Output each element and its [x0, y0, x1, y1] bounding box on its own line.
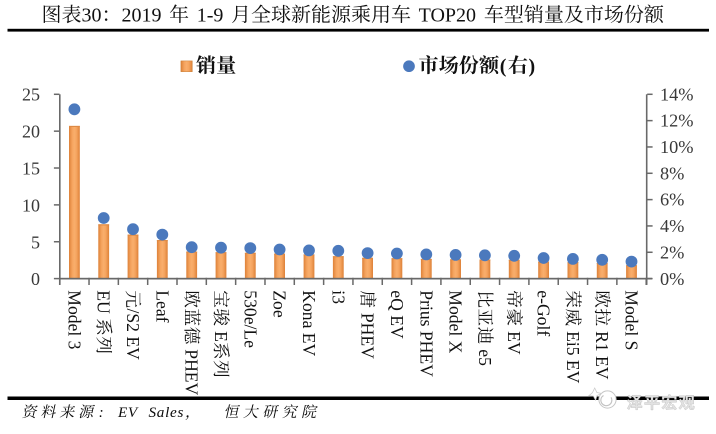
svg-text:i3: i3: [328, 290, 348, 304]
svg-text:14%: 14%: [660, 84, 694, 104]
svg-text:530e/Le: 530e/Le: [240, 290, 260, 348]
svg-text:E: E: [211, 331, 231, 342]
svg-text:e5: e5: [475, 349, 495, 366]
svg-text:e-Golf: e-Golf: [534, 290, 554, 336]
svg-text:5: 5: [31, 232, 40, 252]
svg-text:TOP20: TOP20: [419, 5, 476, 27]
svg-text:2019: 2019: [122, 5, 162, 27]
svg-text:15: 15: [22, 159, 40, 179]
svg-text:EV: EV: [117, 404, 139, 421]
svg-text:25: 25: [22, 85, 40, 105]
svg-text:Model S: Model S: [622, 290, 642, 350]
svg-text:PHEV: PHEV: [358, 313, 378, 359]
svg-text:EU: EU: [94, 290, 114, 314]
svg-text:6%: 6%: [660, 190, 684, 210]
svg-text:R1 EV: R1 EV: [592, 331, 612, 380]
svg-text:Sales: Sales: [149, 404, 185, 421]
svg-text:Leaf: Leaf: [152, 290, 172, 322]
svg-text:PHEV: PHEV: [182, 349, 202, 395]
svg-text:Prius PHEV: Prius PHEV: [416, 290, 436, 377]
svg-text:30: 30: [82, 5, 102, 27]
svg-text:(: (: [500, 55, 507, 77]
svg-text:0%: 0%: [660, 269, 684, 289]
svg-text:): ): [529, 55, 536, 77]
svg-text:eQ EV: eQ EV: [387, 290, 407, 339]
svg-text:Kona EV: Kona EV: [299, 290, 319, 356]
svg-text:20: 20: [22, 122, 40, 142]
svg-text:4%: 4%: [660, 216, 684, 236]
svg-text:Ei5 EV: Ei5 EV: [563, 331, 583, 384]
svg-text:12%: 12%: [660, 111, 694, 131]
svg-text::: :: [99, 404, 104, 421]
svg-text:Zoe: Zoe: [270, 290, 290, 318]
svg-text:10%: 10%: [660, 137, 694, 157]
svg-text:8%: 8%: [660, 163, 684, 183]
svg-text:Model X: Model X: [446, 290, 466, 353]
svg-text:2%: 2%: [660, 242, 684, 262]
svg-text:EV: EV: [504, 331, 524, 355]
svg-text:/S2 EV: /S2 EV: [123, 309, 143, 361]
svg-text:0: 0: [31, 269, 40, 289]
svg-text:1-9: 1-9: [197, 5, 224, 27]
svg-text:10: 10: [22, 195, 40, 215]
svg-text:Model 3: Model 3: [64, 290, 84, 349]
